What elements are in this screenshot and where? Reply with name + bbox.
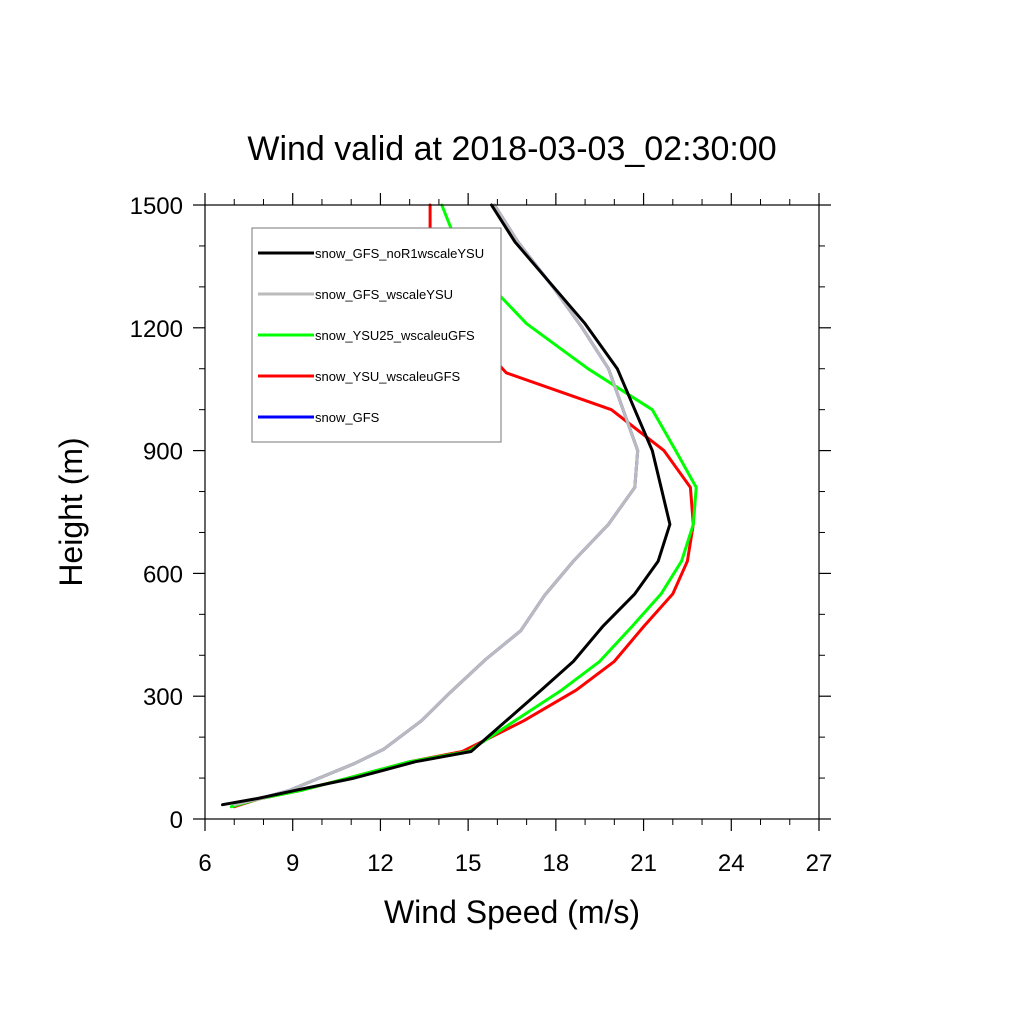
legend-label-1: snow_GFS_wscaleYSU [315,287,453,302]
x-tick-label: 9 [286,850,299,877]
x-tick-label: 24 [718,850,745,877]
legend-items: snow_GFS_noR1wscaleYSU snow_GFS_wscaleYSU… [258,246,484,425]
legend-label-4: snow_GFS [315,410,380,425]
series-line-1 [232,203,640,807]
y-tick-label: 600 [143,561,183,588]
x-tick-label: 12 [367,850,394,877]
ticks-layer: 6 9 12 15 18 21 24 27 0 300 600 900 1200 1500 [130,193,833,877]
x-tick-label: 18 [543,850,570,877]
y-tick-label: 1200 [130,316,183,343]
legend-label-2: snow_YSU25_wscaleuGFS [315,328,475,343]
legend-label-3: snow_YSU_wscaleuGFS [315,369,461,384]
plot-frame [204,204,820,820]
y-tick-label: 1500 [130,193,183,220]
y-tick-label: 900 [143,439,183,466]
series-line-0 [221,203,672,807]
x-tick-label: 6 [198,850,211,877]
y-axis-label: Height (m) [53,437,89,586]
legend-label-0: snow_GFS_noR1wscaleYSU [315,246,484,261]
legend: snow_GFS_noR1wscaleYSU snow_GFS_wscaleYSU… [251,227,502,443]
x-tick-label: 15 [455,850,482,877]
x-tick-label: 21 [630,850,657,877]
x-axis-label: Wind Speed (m/s) [384,894,640,930]
x-tick-label: 27 [806,850,833,877]
y-tick-label: 300 [143,684,183,711]
y-tick-label: 0 [170,807,183,834]
chart-title: Wind valid at 2018-03-03_02:30:00 [247,130,776,168]
